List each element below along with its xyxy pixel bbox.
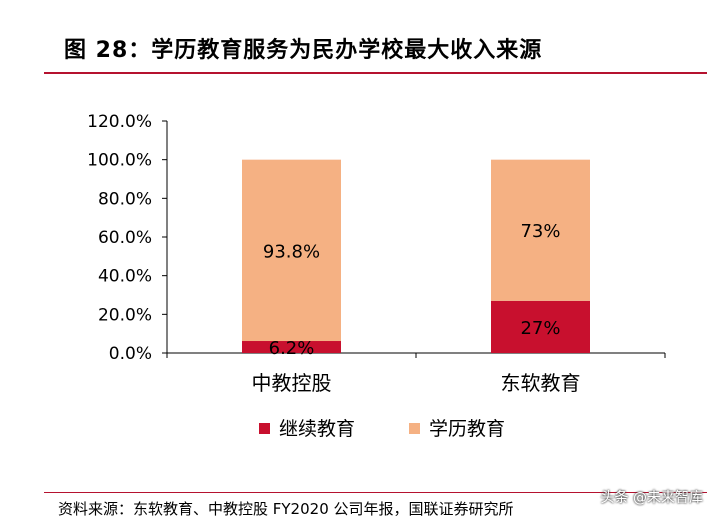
source-note: 资料来源：东软教育、中教控股 FY2020 公司年报，国联证券研究所 [58, 500, 514, 518]
y-tick-label: 80.0% [98, 189, 152, 209]
y-tick-label: 60.0% [98, 228, 152, 248]
title-bar: 图 28：学历教育服务为民办学校最大收入来源 [44, 28, 707, 74]
chart-title: 图 28：学历教育服务为民办学校最大收入来源 [64, 38, 543, 63]
x-tick-label: 中教控股 [252, 371, 332, 395]
data-label: 73% [520, 221, 560, 242]
legend-label: 学历教育 [429, 418, 505, 440]
x-tick-label: 东软教育 [501, 371, 581, 395]
bar-segment [491, 300, 590, 353]
legend-label: 继续教育 [279, 418, 355, 440]
data-label: 6.2% [269, 338, 315, 359]
watermark: 头条 @未来智库 [600, 490, 703, 506]
footer-rule [44, 492, 707, 493]
data-label: 27% [520, 318, 560, 339]
y-tick-label: 40.0% [98, 267, 152, 287]
legend-swatch [259, 423, 270, 434]
y-tick-label: 100.0% [87, 151, 152, 171]
bar-segment [491, 159, 590, 301]
bar-segment [242, 159, 341, 342]
legend-swatch [409, 423, 420, 434]
data-label: 93.8% [263, 241, 320, 262]
y-tick-label: 0.0% [109, 344, 152, 364]
y-tick-label: 120.0% [87, 112, 152, 132]
bar-segment [242, 341, 341, 353]
y-tick-label: 20.0% [98, 305, 152, 325]
